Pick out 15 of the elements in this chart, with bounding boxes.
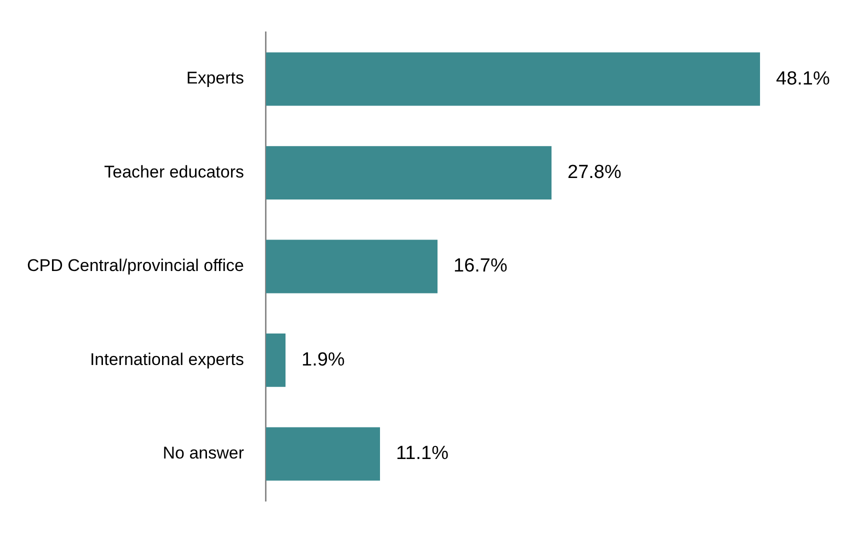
y-tick-label: Experts: [186, 68, 244, 88]
data-label: 48.1%: [776, 68, 830, 90]
bar: [266, 146, 552, 200]
y-tick-label: No answer: [162, 444, 244, 463]
bar: [266, 334, 286, 387]
data-label: 11.1%: [396, 443, 449, 464]
y-tick-label: International experts: [90, 350, 244, 369]
y-tick-label: CPD Central/provincial office: [27, 256, 244, 276]
bar: [266, 52, 760, 106]
data-label: 16.7%: [454, 256, 508, 277]
bar: [266, 240, 438, 294]
y-tick-label: Teacher educators: [104, 162, 244, 182]
bar: [266, 427, 380, 481]
data-label: 1.9%: [302, 349, 345, 370]
data-label: 27.8%: [568, 162, 622, 184]
